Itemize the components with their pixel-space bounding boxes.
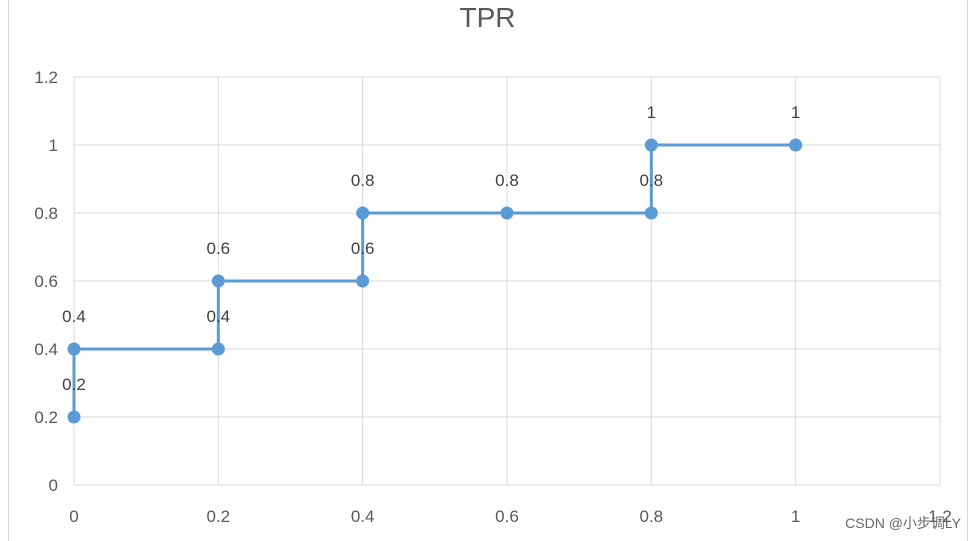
x-tick-label: 1.2	[928, 507, 952, 526]
data-point	[211, 342, 225, 356]
chart-frame	[8, 0, 968, 541]
data-label: 0.6	[207, 239, 231, 258]
data-point	[67, 342, 81, 356]
x-tick-label: 1	[791, 507, 800, 526]
series-line	[72, 143, 796, 417]
x-tick-label: 0.8	[640, 507, 664, 526]
data-label: 0.2	[62, 375, 86, 394]
data-label: 0.4	[207, 307, 231, 326]
data-point	[356, 274, 370, 288]
data-label: 0.6	[351, 239, 375, 258]
data-label: 1	[791, 103, 800, 122]
data-label: 0.8	[351, 171, 375, 190]
data-point	[789, 138, 803, 152]
data-label: 0.8	[640, 171, 664, 190]
data-label: 0.8	[495, 171, 519, 190]
data-label: 0.4	[62, 307, 86, 326]
x-tick-label: 0.6	[495, 507, 519, 526]
x-tick-label: 0.4	[351, 507, 375, 526]
watermark: CSDN @小步调LY	[845, 515, 961, 531]
data-point	[644, 206, 658, 220]
y-tick-label: 1.2	[34, 68, 58, 87]
y-tick-label: 1	[49, 136, 58, 155]
data-point	[211, 274, 225, 288]
chart-title: TPR	[459, 2, 516, 33]
data-point	[67, 410, 81, 424]
y-tick-label: 0.8	[34, 204, 58, 223]
x-tick-label: 0.2	[207, 507, 231, 526]
y-tick-label: 0	[49, 476, 58, 495]
x-tick-label: 0	[69, 507, 78, 526]
data-point	[356, 206, 370, 220]
y-tick-label: 0.4	[34, 340, 58, 359]
y-tick-label: 0.6	[34, 272, 58, 291]
data-label: 1	[647, 103, 656, 122]
data-point	[500, 206, 514, 220]
gridlines	[73, 76, 941, 486]
data-point	[644, 138, 658, 152]
y-tick-label: 0.2	[34, 408, 58, 427]
